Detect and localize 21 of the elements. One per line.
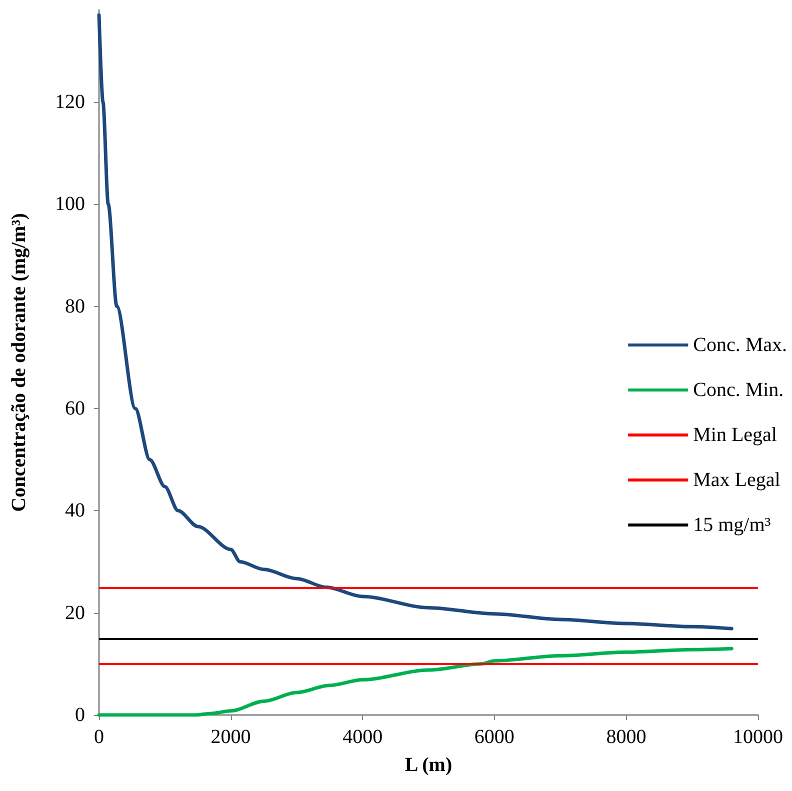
y-tick-label: 0: [75, 704, 85, 726]
legend-label: Conc. Max.: [693, 334, 788, 356]
legend-label: Min Legal: [693, 424, 778, 446]
y-tick-label: 100: [55, 193, 85, 216]
x-axis-title: L (m): [404, 754, 452, 776]
y-tick-label: 120: [55, 90, 85, 113]
line-series: [97, 646, 734, 717]
y-tick-label: 20: [65, 602, 85, 624]
y-tick-label: 40: [65, 500, 85, 522]
y-tick-label: 80: [65, 295, 85, 318]
legend-label: Conc. Min.: [693, 379, 784, 401]
y-axis-title: Concentração de odorante (mg/m³): [8, 213, 30, 512]
x-tick-label: 0: [94, 726, 104, 748]
x-tick-label: 10000: [733, 726, 783, 748]
x-tick-label: 6000: [474, 726, 514, 748]
legend-label: 15 mg/m³: [693, 514, 771, 536]
x-tick-label: 2000: [210, 726, 251, 748]
x-tick-label: 4000: [342, 726, 383, 748]
x-tick-label: 8000: [606, 726, 646, 748]
legend-label: Max Legal: [693, 469, 781, 491]
y-tick-label: 60: [65, 397, 85, 420]
